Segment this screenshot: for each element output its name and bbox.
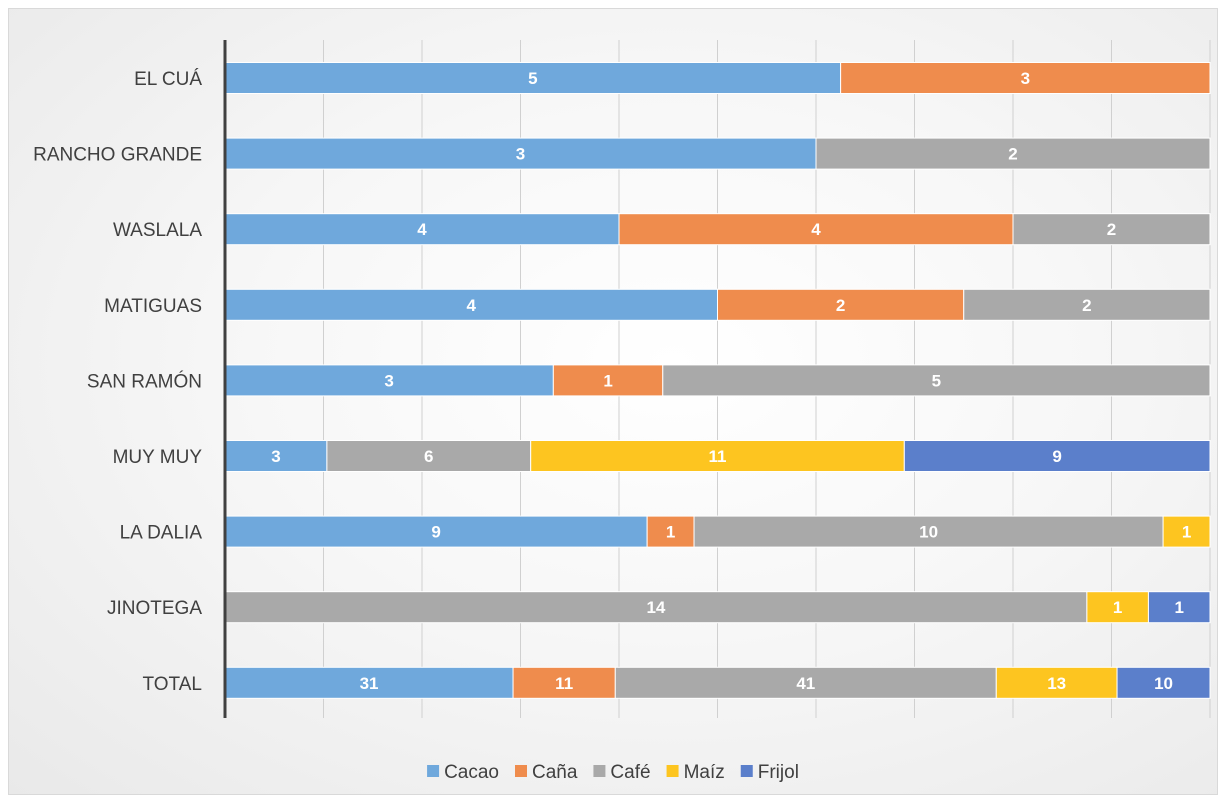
legend-item-cana: Caña: [515, 762, 578, 783]
data-label-total-cafe: 41: [796, 674, 815, 693]
bar-la-dalia-cafe: [693, 515, 1164, 548]
data-label-el-cua-cana: 3: [1021, 69, 1030, 88]
legend-swatch: [515, 765, 527, 777]
bar-total-frijol: [1116, 666, 1211, 699]
legend-label: Maíz: [684, 762, 725, 783]
category-label-san-ramon: SAN RAMÓN: [87, 370, 202, 392]
bar-san-ramon-cafe: [662, 364, 1211, 397]
data-label-jinotega-maiz: 1: [1113, 598, 1122, 617]
data-label-matiguas-cafe: 2: [1082, 296, 1091, 315]
bar-muy-muy-frijol: [903, 440, 1211, 472]
bar-muy-muy-cacao: [224, 440, 328, 472]
data-label-muy-muy-maiz: 11: [709, 447, 727, 466]
category-label-total: TOTAL: [143, 674, 202, 695]
bar-muy-muy-cafe: [326, 440, 532, 472]
data-label-jinotega-cafe: 14: [646, 598, 665, 617]
category-label-la-dalia: LA DALIA: [120, 523, 203, 544]
bar-muy-muy-maiz: [530, 440, 905, 472]
category-label-rancho-grande: RANCHO GRANDE: [33, 145, 202, 166]
legend-item-frijol: Frijol: [740, 762, 799, 783]
data-label-rancho-grande-cafe: 2: [1008, 145, 1017, 164]
data-label-waslala-cacao: 4: [417, 220, 427, 239]
data-label-waslala-cafe: 2: [1107, 220, 1116, 239]
bar-san-ramon-cana: [552, 364, 664, 397]
category-label-jinotega: JINOTEGA: [107, 598, 202, 619]
data-label-total-maiz: 13: [1047, 674, 1066, 693]
bar-la-dalia-cana: [646, 515, 695, 548]
bar-san-ramon-cacao: [224, 364, 554, 397]
bar-matiguas-cafe: [963, 288, 1211, 321]
data-label-rancho-grande-cacao: 3: [516, 145, 525, 164]
legend-swatch: [740, 765, 753, 777]
data-label-muy-muy-cacao: 3: [271, 447, 280, 466]
bars: 5 33 24 4 24 2 23 1 53 6 11 99 1 10 114 1 131 11 41 13 10: [224, 62, 1211, 699]
data-label-muy-muy-frijol: 9: [1052, 447, 1061, 466]
data-label-san-ramon-cana: 1: [603, 371, 612, 390]
bar-waslala-cafe: [1012, 213, 1211, 246]
data-label-la-dalia-cacao: 9: [431, 523, 440, 542]
legend-swatch: [427, 765, 440, 777]
legend-item-cafe: Café: [593, 762, 651, 783]
bar-la-dalia-maiz: [1162, 515, 1211, 548]
data-label-matiguas-cana: 2: [836, 296, 845, 315]
data-label-el-cua-cacao: 5: [528, 69, 537, 88]
data-label-la-dalia-cafe: 10: [919, 523, 938, 542]
bar-matiguas-cana: [717, 288, 965, 321]
legend-swatch: [593, 765, 606, 777]
bar-waslala-cana: [618, 213, 1014, 246]
legend-label: Café: [610, 762, 650, 783]
data-label-total-cacao: 31: [360, 674, 379, 693]
category-label-el-cua: EL CUÁ: [134, 69, 202, 90]
data-label-waslala-cana: 4: [811, 220, 821, 239]
bar-jinotega-frijol: [1147, 591, 1211, 624]
bar-rancho-grande-cafe: [815, 137, 1211, 170]
bar-total-cacao: [224, 666, 514, 699]
legend-label: Frijol: [758, 762, 799, 783]
bar-total-cafe: [614, 666, 997, 699]
legend-item-maiz: Maíz: [666, 762, 725, 783]
legend-label: Cacao: [444, 762, 499, 783]
data-label-san-ramon-cacao: 3: [384, 371, 393, 390]
category-label-muy-muy: MUY MUY: [113, 447, 203, 468]
data-label-san-ramon-cafe: 5: [932, 371, 941, 390]
bar-jinotega-maiz: [1086, 591, 1149, 624]
data-label-la-dalia-maiz: 1: [1182, 523, 1191, 542]
legend: Cacao Caña Café Maíz Frijol: [427, 762, 799, 783]
bar-total-maiz: [995, 666, 1118, 699]
legend-item-cacao: Cacao: [427, 762, 499, 783]
data-label-jinotega-frijol: 1: [1174, 598, 1183, 617]
bar-el-cua-cana: [840, 62, 1211, 94]
data-label-total-cana: 11: [555, 674, 573, 693]
category-label-matiguas: MATIGUAS: [104, 296, 202, 317]
legend-swatch: [666, 765, 679, 777]
bar-jinotega-cafe: [224, 591, 1088, 624]
bar-la-dalia-cacao: [224, 515, 648, 548]
data-label-total-frijol: 10: [1154, 674, 1173, 693]
data-label-matiguas-cacao: 4: [467, 296, 477, 315]
bar-matiguas-cacao: [224, 288, 718, 321]
category-labels: EL CUÁ RANCHO GRANDE WASLALA MATIGUAS SAN RA…: [33, 69, 202, 695]
bar-total-cana: [512, 666, 616, 699]
data-label-la-dalia-cana: 1: [666, 523, 675, 542]
data-label-muy-muy-cafe: 6: [424, 447, 433, 466]
legend-label: Caña: [532, 762, 578, 783]
category-label-waslala: WASLALA: [113, 220, 202, 241]
